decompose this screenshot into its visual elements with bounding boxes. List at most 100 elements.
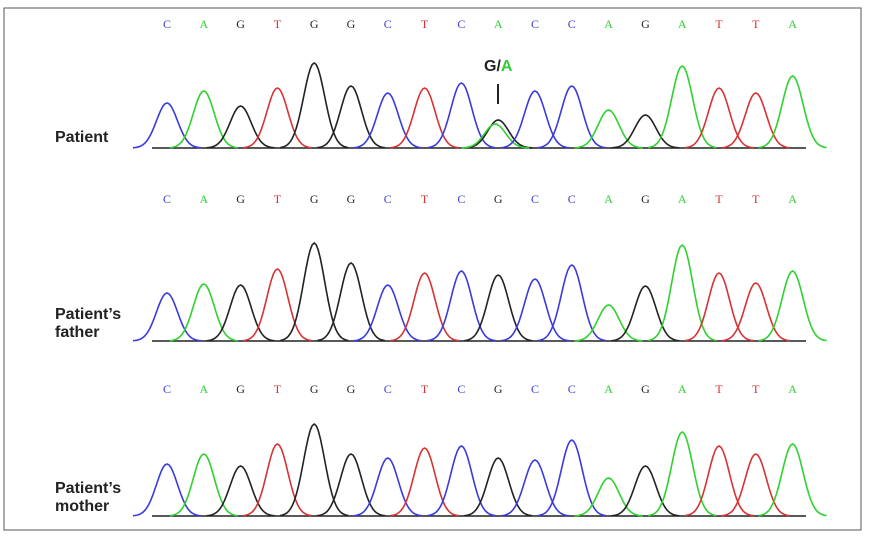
base-call: G: [641, 17, 650, 31]
trace-peak: [280, 241, 349, 342]
trace-peak: [316, 85, 386, 149]
base-call: T: [274, 17, 282, 31]
trace-peak: [500, 459, 570, 517]
base-call: C: [568, 192, 576, 206]
base-call: A: [788, 17, 797, 31]
trace-peak: [500, 90, 570, 149]
trace-peak: [316, 262, 386, 342]
sample-label: Patient’s: [55, 480, 121, 497]
trace-peak: [758, 75, 827, 149]
trace-peak: [684, 87, 754, 149]
trace-peak: [280, 62, 349, 149]
trace-peak: [500, 278, 570, 342]
trace-peak: [537, 85, 606, 149]
base-call: A: [199, 382, 208, 396]
base-call: T: [752, 17, 760, 31]
trace-peak: [537, 264, 606, 342]
sample-label: Patient’s: [55, 306, 121, 323]
base-call: C: [163, 17, 171, 31]
base-call: C: [531, 192, 539, 206]
base-call: C: [384, 382, 392, 396]
variant-annotation: G/A: [484, 58, 513, 75]
trace-peak: [574, 109, 643, 149]
trace-peak: [648, 243, 717, 342]
trace-peak: [464, 457, 533, 517]
base-call: G: [310, 192, 319, 206]
base-call: C: [568, 17, 576, 31]
trace-peak: [427, 82, 496, 149]
base-call: T: [715, 192, 723, 206]
trace-peak: [461, 123, 530, 149]
trace-peak: [280, 422, 349, 517]
base-call: A: [494, 17, 503, 31]
base-call: A: [788, 192, 797, 206]
trace-peak: [243, 443, 312, 517]
base-call: G: [236, 17, 245, 31]
base-call: C: [531, 17, 539, 31]
trace-peak: [721, 282, 790, 342]
trace-peak: [132, 102, 202, 149]
trace-peak: [427, 445, 496, 517]
base-call: T: [421, 17, 429, 31]
base-call: T: [715, 17, 723, 31]
trace-peak: [648, 431, 717, 517]
base-call: A: [678, 17, 687, 31]
trace-peak: [353, 92, 422, 149]
base-call: A: [604, 382, 613, 396]
trace-peak: [537, 439, 606, 517]
trace-peak: [758, 443, 827, 517]
trace-peak: [169, 283, 238, 342]
trace-peak: [243, 87, 312, 149]
base-call: C: [457, 17, 465, 31]
trace-peak: [206, 284, 275, 342]
base-call: G: [347, 17, 356, 31]
trace-peak: [611, 285, 680, 342]
trace-peak: [390, 272, 459, 342]
trace-peak: [132, 463, 202, 517]
trace-peak: [427, 270, 496, 342]
trace-peak: [721, 92, 790, 149]
trace-peak: [169, 90, 238, 149]
base-call: T: [752, 192, 760, 206]
base-call: T: [752, 382, 760, 396]
base-call: C: [457, 192, 465, 206]
sample-label: Patient: [55, 129, 109, 146]
base-call: C: [457, 382, 465, 396]
frame: [3, 7, 862, 531]
trace-peak: [648, 65, 717, 149]
trace-peak: [206, 465, 275, 517]
trace-peak: [353, 284, 422, 342]
trace-peak: [758, 270, 827, 342]
trace-peak: [721, 453, 790, 517]
base-call: G: [494, 382, 503, 396]
trace-peak: [316, 453, 386, 517]
base-call: G: [236, 382, 245, 396]
base-call: G: [310, 17, 319, 31]
trace-peak: [611, 114, 680, 149]
base-call: A: [788, 382, 797, 396]
trace-peak: [390, 87, 459, 149]
base-call: T: [421, 382, 429, 396]
base-call: C: [384, 192, 392, 206]
trace-peak: [390, 447, 459, 517]
trace-peak: [206, 105, 275, 149]
trace-peak: [574, 304, 643, 342]
base-call: G: [347, 382, 356, 396]
base-call: A: [678, 192, 687, 206]
base-call: A: [604, 17, 613, 31]
base-call: T: [421, 192, 429, 206]
base-call: G: [641, 382, 650, 396]
base-call: C: [384, 17, 392, 31]
trace-peak: [464, 274, 533, 342]
base-call: A: [199, 192, 208, 206]
trace-peak: [574, 477, 643, 517]
base-call: T: [274, 382, 282, 396]
trace-peak: [132, 292, 202, 342]
base-call: G: [310, 382, 319, 396]
base-call: T: [274, 192, 282, 206]
base-call: A: [199, 17, 208, 31]
annotation-ref: G/: [484, 58, 501, 75]
trace-peak: [353, 457, 422, 517]
